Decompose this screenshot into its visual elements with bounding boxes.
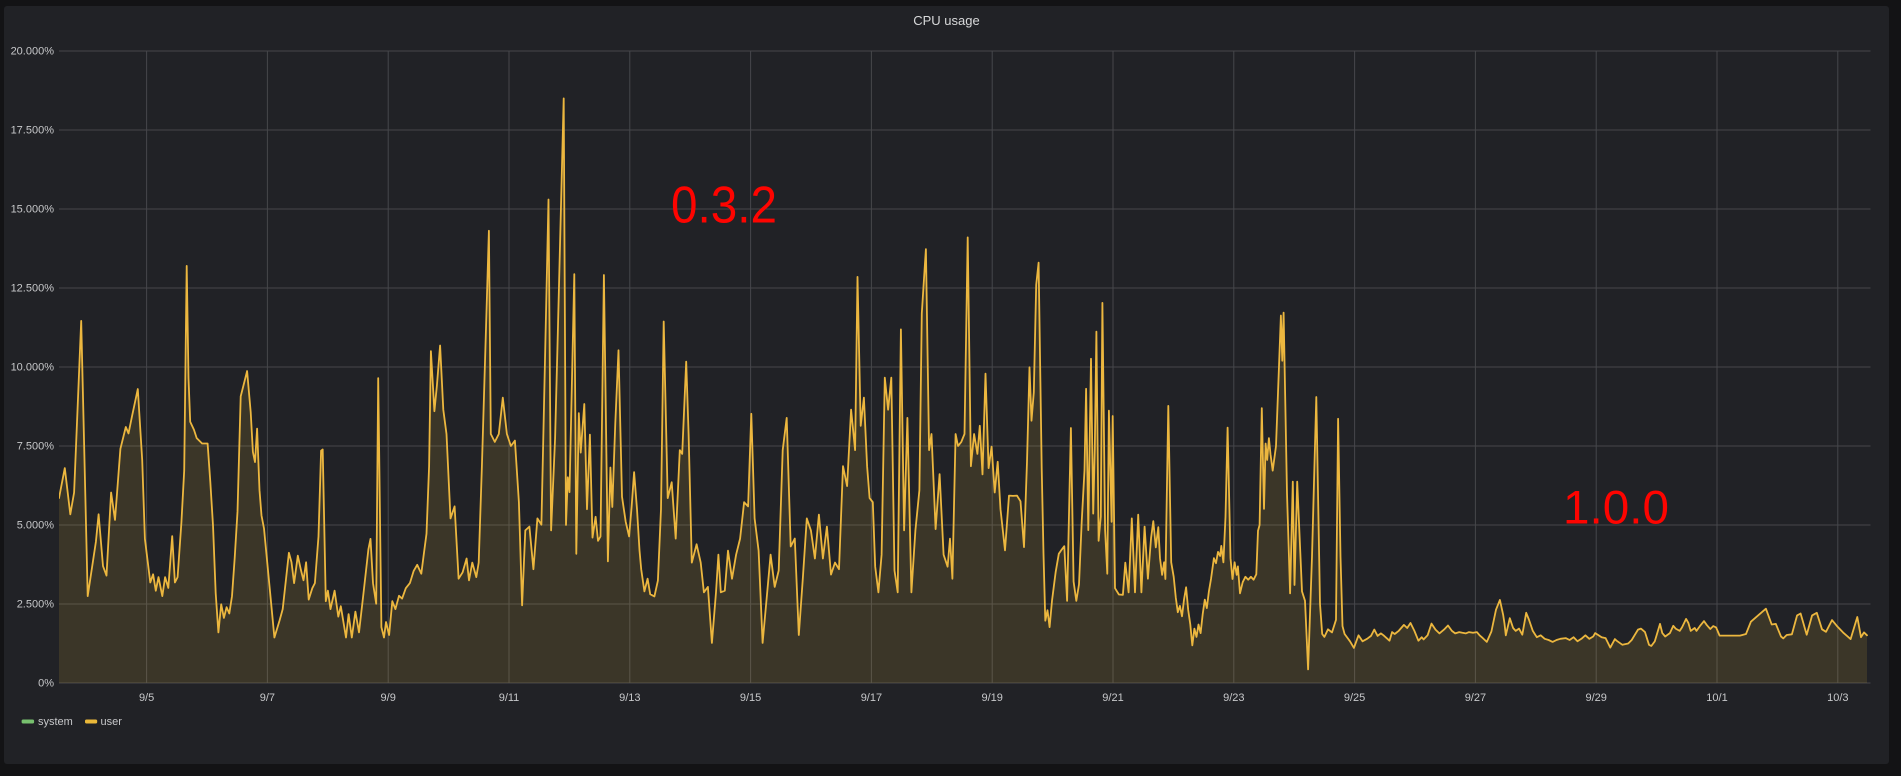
- svg-text:9/19: 9/19: [981, 692, 1002, 704]
- svg-text:5.000%: 5.000%: [17, 520, 55, 532]
- svg-text:9/25: 9/25: [1344, 692, 1365, 704]
- svg-text:20.000%: 20.000%: [11, 46, 55, 58]
- svg-text:15.000%: 15.000%: [11, 204, 55, 216]
- svg-text:12.500%: 12.500%: [11, 283, 55, 295]
- svg-text:user: user: [101, 716, 123, 728]
- svg-text:10.000%: 10.000%: [11, 362, 55, 374]
- svg-text:9/5: 9/5: [139, 692, 154, 704]
- svg-text:0%: 0%: [38, 678, 54, 690]
- svg-text:7.500%: 7.500%: [17, 441, 55, 453]
- svg-text:2.500%: 2.500%: [17, 599, 55, 611]
- svg-text:9/9: 9/9: [381, 692, 396, 704]
- svg-text:CPU usage: CPU usage: [913, 13, 979, 28]
- svg-text:9/17: 9/17: [861, 692, 882, 704]
- svg-text:9/7: 9/7: [260, 692, 275, 704]
- svg-text:10/3: 10/3: [1827, 692, 1848, 704]
- svg-text:1.0.0: 1.0.0: [1563, 482, 1669, 535]
- svg-text:17.500%: 17.500%: [11, 125, 55, 137]
- svg-text:0.3.2: 0.3.2: [671, 177, 777, 235]
- svg-text:9/27: 9/27: [1465, 692, 1486, 704]
- svg-text:10/1: 10/1: [1706, 692, 1727, 704]
- svg-text:9/15: 9/15: [740, 692, 761, 704]
- svg-text:9/23: 9/23: [1223, 692, 1244, 704]
- svg-text:9/13: 9/13: [619, 692, 640, 704]
- svg-text:system: system: [38, 716, 73, 728]
- svg-text:9/21: 9/21: [1102, 692, 1123, 704]
- svg-text:9/11: 9/11: [499, 692, 520, 704]
- svg-text:9/29: 9/29: [1585, 692, 1606, 704]
